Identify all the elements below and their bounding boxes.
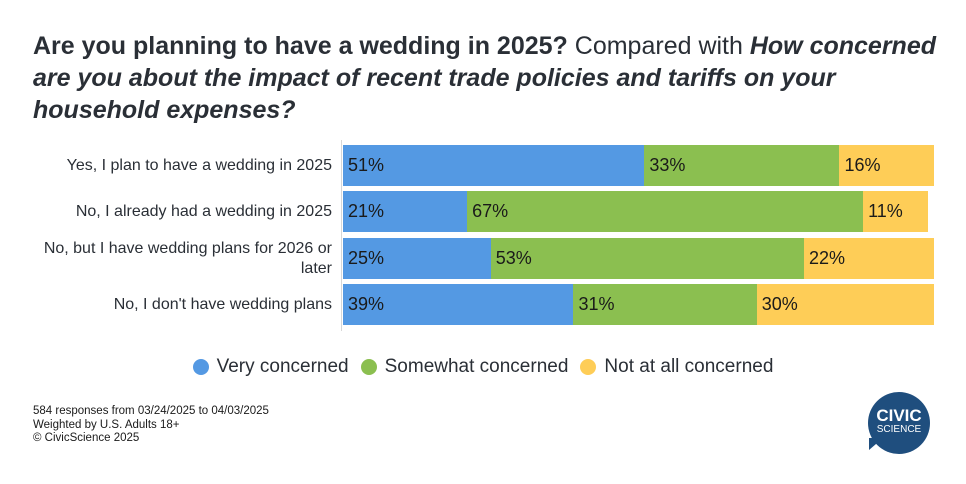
title-question: Are you planning to have a wedding in 20… xyxy=(33,32,568,60)
footer-copyright: © CivicScience 2025 xyxy=(33,432,140,444)
data-label: 31% xyxy=(578,294,615,314)
bar-segment xyxy=(839,145,934,186)
legend-swatch xyxy=(192,359,209,375)
data-label: 16% xyxy=(844,155,881,175)
bar-segment xyxy=(467,191,864,232)
data-label: 21% xyxy=(348,201,385,221)
category-label: Yes, I plan to have a wedding in 2025 xyxy=(66,156,332,174)
logo-text-civic: CIVIC xyxy=(876,406,922,425)
bar-segment xyxy=(343,238,491,279)
data-label: 22% xyxy=(808,248,845,268)
legend-item: Very concerned xyxy=(192,356,349,378)
legend-label: Somewhat concerned xyxy=(384,356,569,377)
civicscience-logo: CIVIC SCIENCE xyxy=(868,392,930,454)
data-label: 39% xyxy=(348,294,385,314)
legend-item: Not at all concerned xyxy=(580,356,773,378)
title-compare-question: How concerned are you about the impact o… xyxy=(33,32,937,124)
data-label: 25% xyxy=(348,248,385,268)
bar-segment xyxy=(863,191,929,232)
legend: Very concerned Somewhat concerned Not at a… xyxy=(0,356,966,378)
category-label: No, but I have wedding plans for 2026 or… xyxy=(43,239,332,277)
legend-swatch xyxy=(360,359,377,375)
bar-segment xyxy=(343,191,468,232)
footer-responses: 584 responses from 03/24/2025 to 04/03/2… xyxy=(33,405,269,417)
bar-segment xyxy=(756,284,934,325)
category-label: No, I already had a wedding in 2025 xyxy=(75,202,332,220)
bar-segment xyxy=(573,284,757,325)
bar-segment xyxy=(803,238,934,279)
footer-weighting: Weighted by U.S. Adults 18+ xyxy=(33,418,180,431)
legend-label: Not at all concerned xyxy=(604,356,774,377)
data-label: 67% xyxy=(472,201,509,221)
bar-segment xyxy=(644,145,840,186)
footer-notes: 584 responses from 03/24/2025 to 04/03/2… xyxy=(33,405,269,446)
legend-swatch xyxy=(580,359,597,375)
chart-title: Are you planning to have a wedding in 20… xyxy=(33,30,943,126)
category-label: No, I don't have wedding plans xyxy=(113,295,332,313)
legend-item: Somewhat concerned xyxy=(360,356,569,378)
legend-label: Very concerned xyxy=(216,356,349,377)
bar-segment xyxy=(490,238,804,279)
data-label: 53% xyxy=(495,248,532,268)
bar-segment xyxy=(343,284,574,325)
title-connector: Compared with xyxy=(567,32,750,60)
data-label: 33% xyxy=(649,155,686,175)
data-label: 30% xyxy=(761,294,798,314)
data-label: 51% xyxy=(348,155,385,175)
data-label: 11% xyxy=(868,201,903,221)
category-axis-line xyxy=(341,140,342,331)
logo-text-science: SCIENCE xyxy=(876,424,922,435)
bar-segment xyxy=(343,145,645,186)
